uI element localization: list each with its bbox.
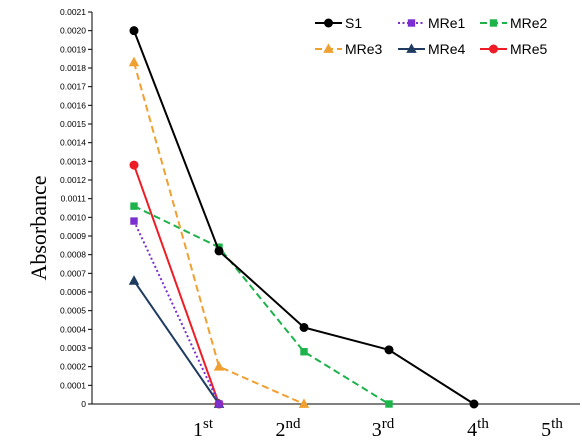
legend-item-mre3: MRe3 (315, 41, 383, 57)
series-mre2 (130, 202, 393, 408)
y-tick-label: 0.0016 (60, 100, 86, 110)
legend-label: S1 (345, 15, 362, 31)
legend-item-mre2: MRe2 (480, 15, 548, 31)
series-s1-marker (129, 26, 139, 36)
y-tick-label: 0.0019 (60, 44, 86, 54)
x-tick-label: 3rd (372, 416, 395, 440)
series-mre2-marker (300, 348, 308, 356)
series-mre1-marker (215, 400, 223, 408)
y-tick-label: 0.0002 (60, 362, 86, 372)
y-tick-label: 0.0012 (60, 175, 86, 185)
y-tick-label: 0.0017 (60, 82, 86, 92)
legend: S1 MRe1 MRe2 MRe3 MRe4 MRe5 (315, 15, 548, 57)
y-tick-label: 0.0004 (60, 324, 86, 334)
series-s1 (129, 26, 479, 409)
y-tick-label: 0.0005 (60, 306, 86, 316)
series-mre4-line (133, 280, 220, 405)
x-tick-label: 1st (193, 416, 214, 440)
y-tick-label: 0.0014 (60, 138, 86, 148)
legend-label: MRe1 (428, 15, 466, 31)
series-mre3-line (133, 62, 305, 405)
series-mre4 (128, 275, 225, 408)
legend-mre3-marker (323, 43, 334, 53)
legend-mre4-marker (406, 43, 417, 53)
y-tick-label: 0.0020 (60, 26, 86, 36)
series-mre2-marker (130, 202, 138, 210)
series-mre4-marker (128, 275, 140, 285)
series-mre1 (130, 217, 223, 408)
series-s1-marker (299, 322, 309, 332)
legend-item-mre5: MRe5 (480, 41, 548, 57)
series-s1-marker (214, 246, 224, 256)
x-tick-label: 2nd (276, 416, 302, 440)
y-tick-label: 0.0006 (60, 287, 86, 297)
series-mre2-marker (385, 400, 393, 408)
y-tick-label: 0.0001 (60, 380, 86, 390)
series-mre5 (129, 160, 224, 409)
y-tick-label: 0.0018 (60, 63, 86, 73)
series-s1-line (133, 30, 475, 405)
y-tick-label: 0.0009 (60, 231, 86, 241)
x-tick-label: 4th (467, 416, 489, 440)
series-mre5-line (133, 164, 220, 405)
series-mre3-marker (128, 56, 140, 67)
series-mre3-marker (298, 398, 310, 408)
legend-label: MRe5 (510, 41, 548, 57)
series-mre3 (128, 56, 310, 408)
series-mre1-marker (130, 217, 138, 225)
legend-s1-marker (324, 18, 333, 28)
y-tick-label: 0.0003 (60, 343, 86, 353)
y-tick-label: 0.0013 (60, 156, 86, 166)
y-axis-title: Absorbance (26, 175, 51, 280)
series-mre1-line (133, 220, 220, 405)
series-group (128, 26, 479, 409)
y-ticks: 0 0.0001 0.0002 0.0003 0.0004 0.0005 0.0006 0.0… (60, 7, 92, 409)
legend-item-mre4: MRe4 (398, 41, 466, 57)
y-axis-label: Absorbance (26, 175, 51, 280)
axes (91, 12, 580, 405)
legend-label: MRe4 (428, 41, 466, 57)
series-mre2-line (133, 205, 390, 405)
legend-mre2-marker (489, 19, 498, 27)
series-mre3-marker (213, 361, 225, 371)
legend-mre5-marker (489, 44, 498, 54)
legend-item-mre1: MRe1 (398, 15, 466, 31)
series-s1-marker (384, 345, 394, 355)
y-tick-label: 0.0021 (60, 7, 86, 17)
y-tick-label: 0.0011 (61, 194, 87, 204)
x-ticks: 1st 2nd 3rd 4th 5th (193, 416, 563, 440)
legend-label: MRe2 (510, 15, 548, 31)
y-tick-label: 0.0007 (60, 268, 86, 278)
y-tick-label: 0.0015 (60, 119, 86, 129)
series-s1-marker (469, 399, 479, 409)
legend-item-s1: S1 (315, 15, 362, 31)
x-tick-label: 5th (541, 416, 563, 440)
y-tick-label: 0 (81, 399, 86, 409)
y-tick-label: 0.0010 (60, 212, 86, 222)
y-tick-label: 0.0008 (60, 250, 86, 260)
legend-mre1-marker (407, 19, 416, 27)
legend-label: MRe3 (345, 41, 383, 57)
series-mre5-marker (129, 160, 139, 170)
